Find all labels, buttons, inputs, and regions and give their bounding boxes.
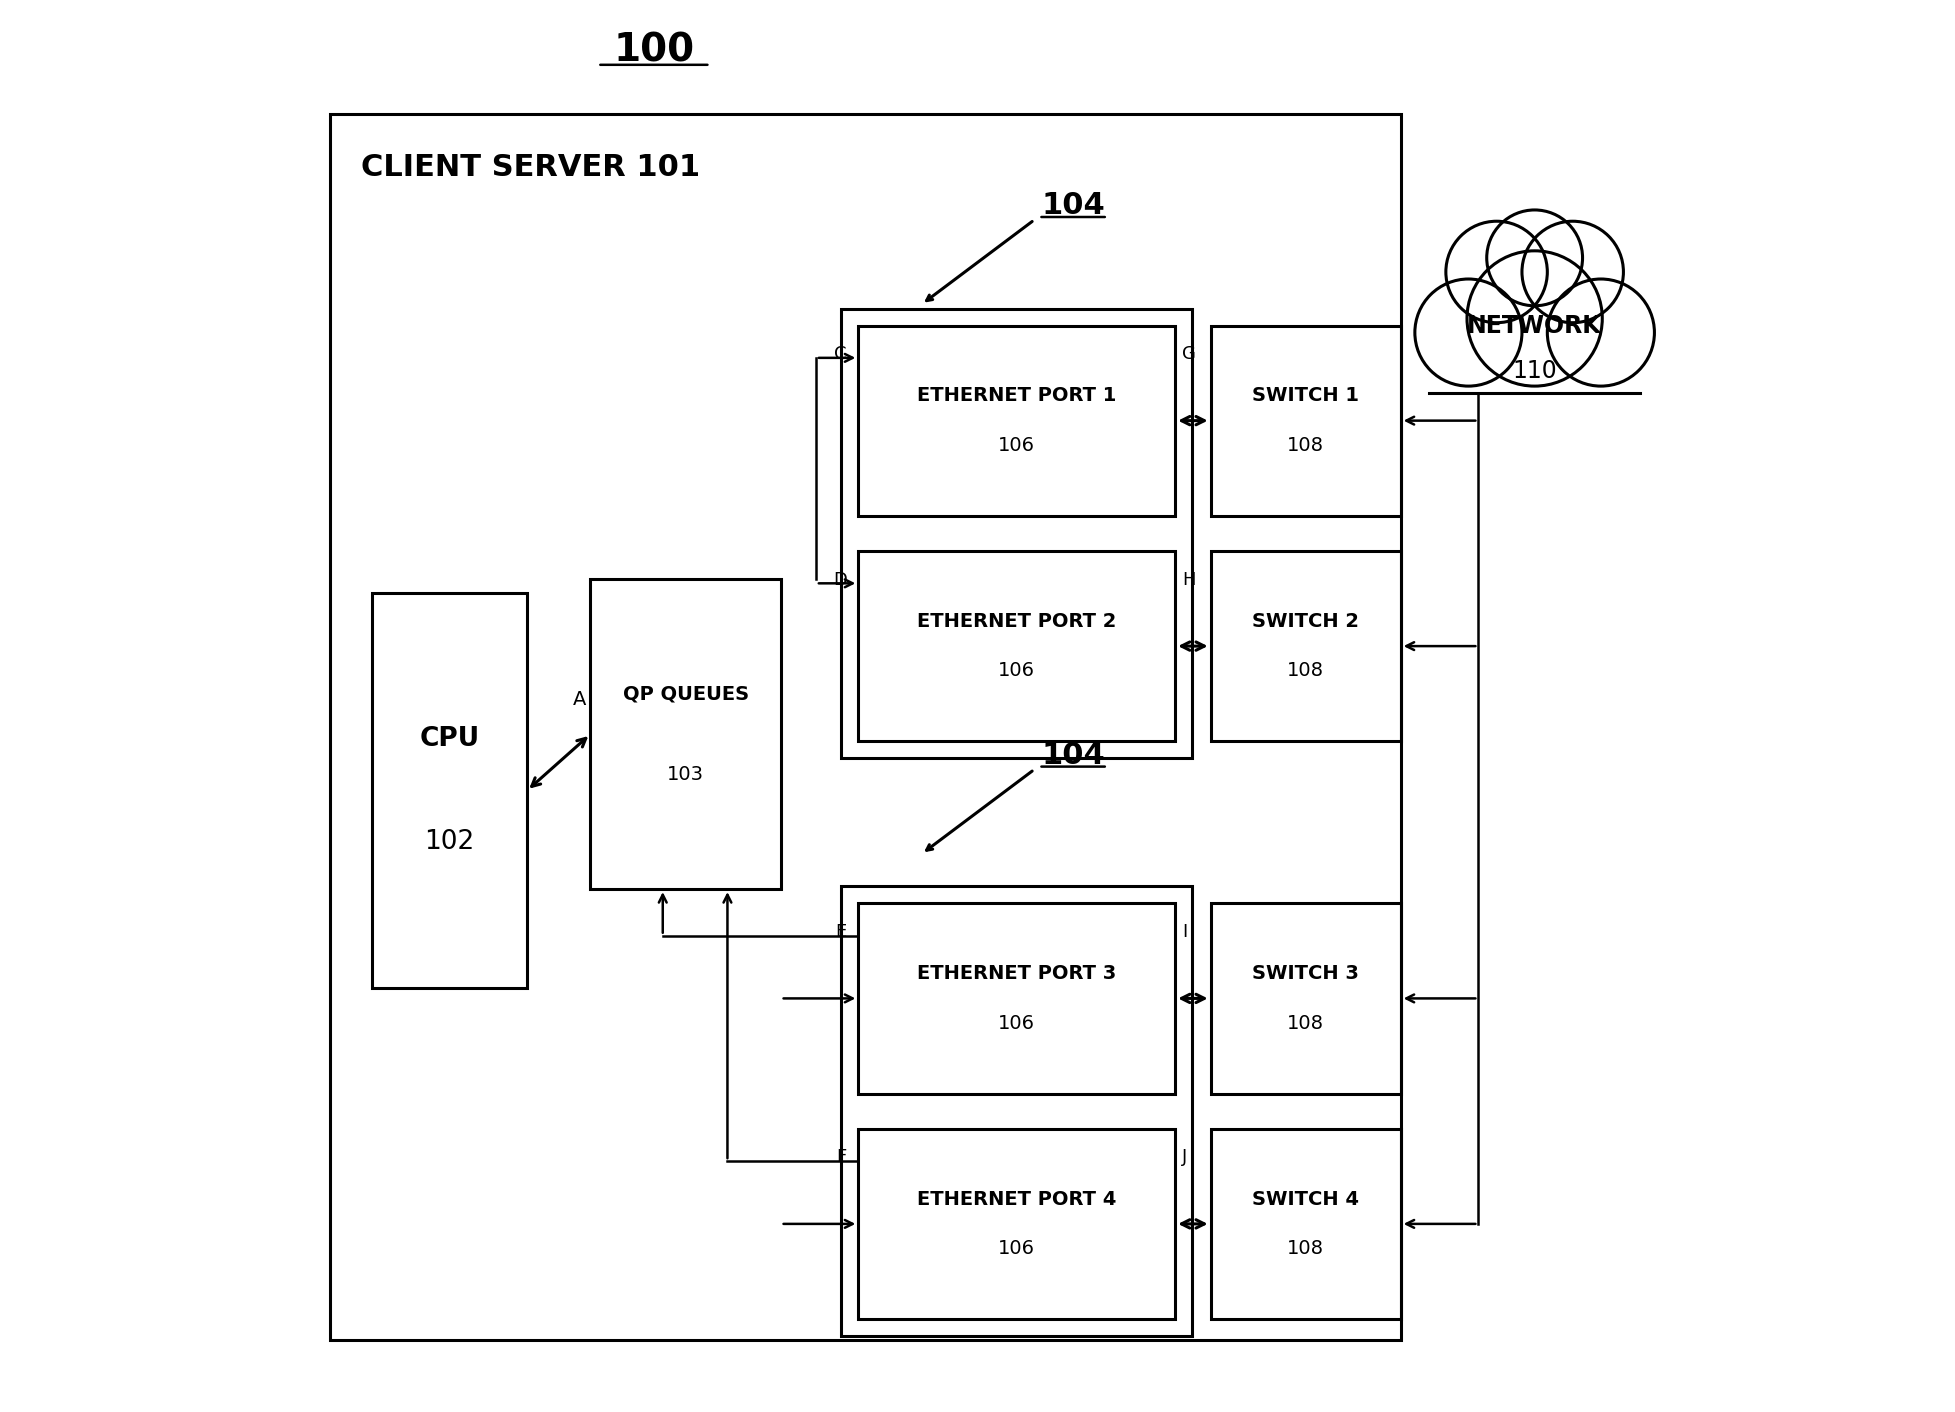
Circle shape (1546, 280, 1654, 385)
Circle shape (1486, 210, 1582, 306)
Text: E: E (835, 923, 847, 940)
Text: NETWORK: NETWORK (1466, 313, 1601, 337)
Text: F: F (837, 1148, 847, 1166)
Text: SWITCH 3: SWITCH 3 (1251, 964, 1359, 983)
Text: 108: 108 (1286, 661, 1324, 681)
Text: SWITCH 4: SWITCH 4 (1251, 1190, 1359, 1209)
Text: G: G (1181, 345, 1196, 363)
Text: ETHERNET PORT 2: ETHERNET PORT 2 (917, 611, 1116, 631)
Text: 108: 108 (1286, 436, 1324, 455)
Circle shape (1445, 222, 1546, 323)
Text: SWITCH 1: SWITCH 1 (1251, 387, 1359, 405)
Text: 104: 104 (1040, 191, 1105, 220)
Circle shape (1521, 222, 1623, 323)
Text: 106: 106 (997, 1014, 1034, 1032)
Circle shape (1413, 280, 1521, 385)
Circle shape (1466, 251, 1601, 385)
Text: CPU: CPU (418, 726, 479, 753)
Text: D: D (833, 570, 847, 589)
Text: J: J (1181, 1148, 1187, 1166)
Text: C: C (835, 345, 847, 363)
Text: 104: 104 (1040, 741, 1105, 770)
Text: 108: 108 (1286, 1014, 1324, 1032)
Text: A: A (573, 690, 586, 709)
Text: I: I (1181, 923, 1187, 940)
Text: ETHERNET PORT 4: ETHERNET PORT 4 (917, 1190, 1116, 1209)
Text: QP QUEUES: QP QUEUES (622, 685, 749, 703)
Text: 106: 106 (997, 1240, 1034, 1258)
Text: ETHERNET PORT 1: ETHERNET PORT 1 (917, 387, 1116, 405)
Text: 108: 108 (1286, 1240, 1324, 1258)
Text: 110: 110 (1511, 359, 1556, 383)
Text: SWITCH 2: SWITCH 2 (1251, 611, 1359, 631)
Text: 100: 100 (614, 31, 694, 69)
Text: 103: 103 (667, 765, 704, 784)
Text: CLIENT SERVER 101: CLIENT SERVER 101 (360, 152, 700, 182)
Text: 102: 102 (424, 829, 475, 854)
Text: 106: 106 (997, 661, 1034, 681)
Text: H: H (1181, 570, 1195, 589)
Text: ETHERNET PORT 3: ETHERNET PORT 3 (917, 964, 1116, 983)
Text: 106: 106 (997, 436, 1034, 455)
